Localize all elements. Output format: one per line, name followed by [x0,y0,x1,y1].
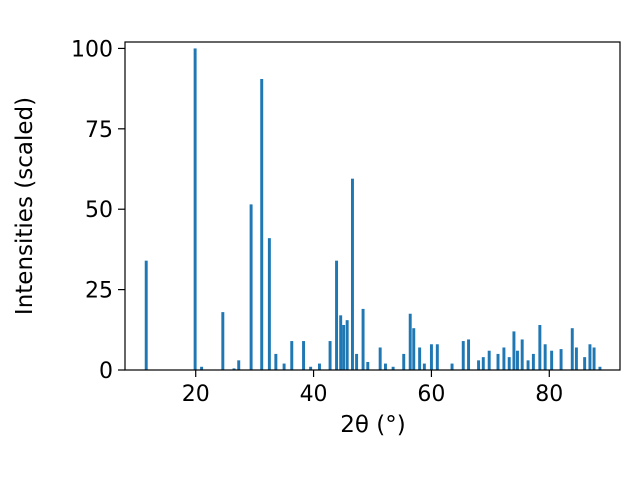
intensity-bar [391,366,395,370]
intensity-bar [342,324,346,370]
intensity-bar [260,78,264,370]
intensity-bar [339,315,343,370]
intensity-bar [317,363,321,370]
intensity-bar [520,339,524,370]
intensity-bar [249,204,253,370]
intensity-bar [467,339,471,370]
x-tick-label: 40 [300,382,328,407]
intensity-bar [144,260,148,370]
intensity-bar [350,178,354,370]
intensity-bar [543,344,547,370]
intensity-bar [335,260,339,370]
y-axis-label: Intensities (scaled) [12,96,38,316]
intensity-bar [302,341,306,370]
intensity-bar [237,360,241,370]
x-tick-label: 60 [417,382,445,407]
intensity-bar [378,347,382,370]
y-tick-label: 50 [85,198,113,223]
intensity-bar [221,312,225,370]
intensity-bar [477,360,481,370]
intensity-bar [429,344,433,370]
y-tick-label: 25 [85,279,113,304]
intensity-bar [461,341,465,370]
intensity-bar [309,366,313,370]
intensity-bar [361,308,365,370]
axes-spines [124,41,621,371]
intensity-bar [526,360,530,370]
intensity-bar [200,366,204,370]
intensity-bar [538,324,542,370]
intensity-bar [290,341,294,370]
intensity-bar [550,350,554,370]
intensity-bar [450,363,454,370]
intensity-bar [232,368,236,370]
intensity-bar [193,48,197,371]
y-tick-label: 100 [71,37,113,62]
intensity-bar [435,344,439,370]
intensity-bar [574,347,578,370]
intensity-bar [583,357,587,370]
intensity-bar [267,238,271,370]
intensity-bar [408,313,412,370]
y-tick-label: 0 [99,359,113,384]
x-tick-label: 20 [182,382,210,407]
intensity-bar [355,353,359,370]
intensity-bar [496,353,500,370]
intensity-bar [598,366,602,370]
intensity-bar [418,347,422,370]
intensity-bar [274,353,278,370]
intensity-bar [592,347,596,370]
intensity-bar [570,328,574,370]
intensity-bar [402,353,406,370]
intensity-bar [588,344,592,370]
intensity-bar [328,341,332,370]
intensity-bar [531,353,535,370]
intensity-bar [487,350,491,370]
intensity-bar [515,350,519,370]
intensity-bar [559,349,563,370]
intensity-bar [502,347,506,370]
intensity-bar [383,363,387,370]
x-axis-label: 2θ (°) [340,412,406,438]
y-tick-label: 75 [85,118,113,143]
intensity-bar [481,357,485,370]
intensity-bar [366,361,370,370]
x-tick-label: 80 [535,382,563,407]
intensity-bar [282,363,286,370]
intensity-bar [345,320,349,370]
intensity-bar [507,357,511,370]
intensity-bar [412,328,416,370]
intensity-bar [512,331,516,370]
intensity-bar [422,363,426,370]
